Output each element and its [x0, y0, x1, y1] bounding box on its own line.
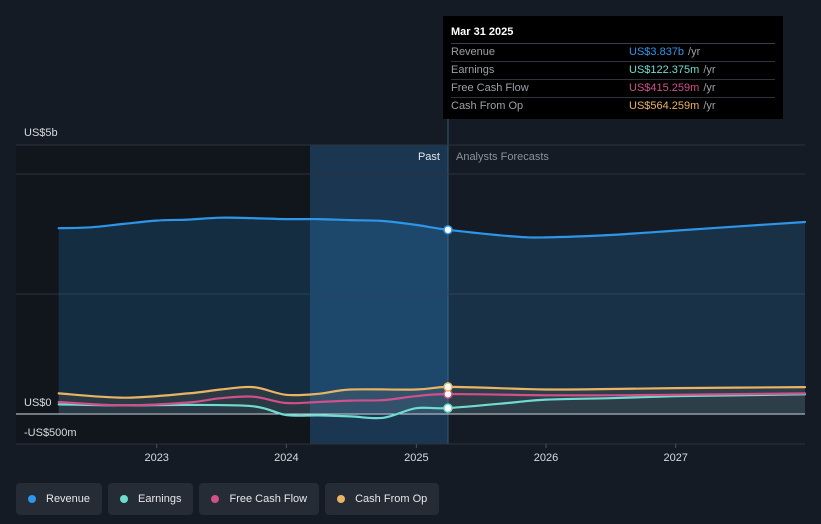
legend-dot-icon — [337, 495, 346, 503]
series-marker-earnings — [443, 403, 453, 413]
legend-label: Cash From Op — [355, 493, 428, 505]
y-axis-bottom-label: -US$500m — [24, 427, 77, 439]
tooltip-label: Free Cash Flow — [451, 82, 529, 94]
legend-label: Revenue — [46, 493, 91, 505]
tooltip-unit: /yr — [703, 64, 716, 76]
legend: Revenue Earnings Free Cash Flow Cash Fro… — [16, 483, 440, 515]
legend-label: Earnings — [138, 493, 182, 505]
tooltip-row-earnings: Earnings US$122.375m /yr — [451, 62, 775, 80]
x-tick-label: 2024 — [274, 452, 298, 464]
series-line-fcf — [57, 392, 807, 407]
tooltip-row-cfo: Cash From Op US$564.259m /yr — [451, 98, 775, 115]
series-area-cfo — [58, 386, 805, 414]
y-axis-top-label: US$5b — [24, 127, 58, 139]
tooltip-value: US$564.259m — [629, 100, 700, 112]
data-tooltip: Mar 31 2025 Revenue US$3.837b /yr Earnin… — [443, 16, 783, 119]
series-marker-revenue — [443, 225, 453, 235]
tooltip-value: US$3.837b — [629, 46, 685, 58]
series-line-cfo — [57, 385, 807, 399]
legend-dot-icon — [28, 495, 36, 503]
y-axis-zero-label: US$0 — [24, 397, 52, 409]
series-line-earnings — [57, 393, 807, 420]
legend-item-earnings[interactable]: Earnings — [108, 483, 194, 515]
x-tick-label: 2027 — [663, 452, 687, 464]
tooltip-row-revenue: Revenue US$3.837b /yr — [451, 44, 775, 62]
series-line-revenue — [57, 216, 807, 239]
chart: US$5b US$0 -US$500m Past Analysts Forecasts 2… — [16, 16, 807, 464]
legend-item-cfo[interactable]: Cash From Op — [325, 483, 440, 515]
legend-item-revenue[interactable]: Revenue — [16, 483, 103, 515]
region-label-forecast: Analysts Forecasts — [456, 151, 549, 163]
region-label-past: Past — [418, 151, 440, 163]
series-marker-cfo — [443, 382, 453, 392]
series-area-revenue — [58, 217, 805, 414]
tooltip-label: Earnings — [451, 64, 495, 76]
x-tick-label: 2023 — [144, 452, 168, 464]
x-tick-label: 2025 — [404, 452, 428, 464]
tooltip-unit: /yr — [703, 82, 716, 94]
tooltip-value: US$415.259m — [629, 82, 700, 94]
tooltip-unit: /yr — [703, 100, 716, 112]
legend-dot-icon — [120, 495, 129, 503]
legend-item-fcf[interactable]: Free Cash Flow — [199, 483, 320, 515]
tooltip-date: Mar 31 2025 — [451, 24, 775, 44]
tooltip-unit: /yr — [688, 46, 701, 58]
tooltip-label: Revenue — [451, 46, 496, 58]
x-tick-label: 2026 — [534, 452, 558, 464]
tooltip-value: US$122.375m — [629, 64, 700, 76]
tooltip-label: Cash From Op — [451, 100, 524, 112]
legend-dot-icon — [211, 495, 220, 503]
tooltip-row-fcf: Free Cash Flow US$415.259m /yr — [451, 80, 775, 98]
legend-label: Free Cash Flow — [229, 493, 308, 505]
